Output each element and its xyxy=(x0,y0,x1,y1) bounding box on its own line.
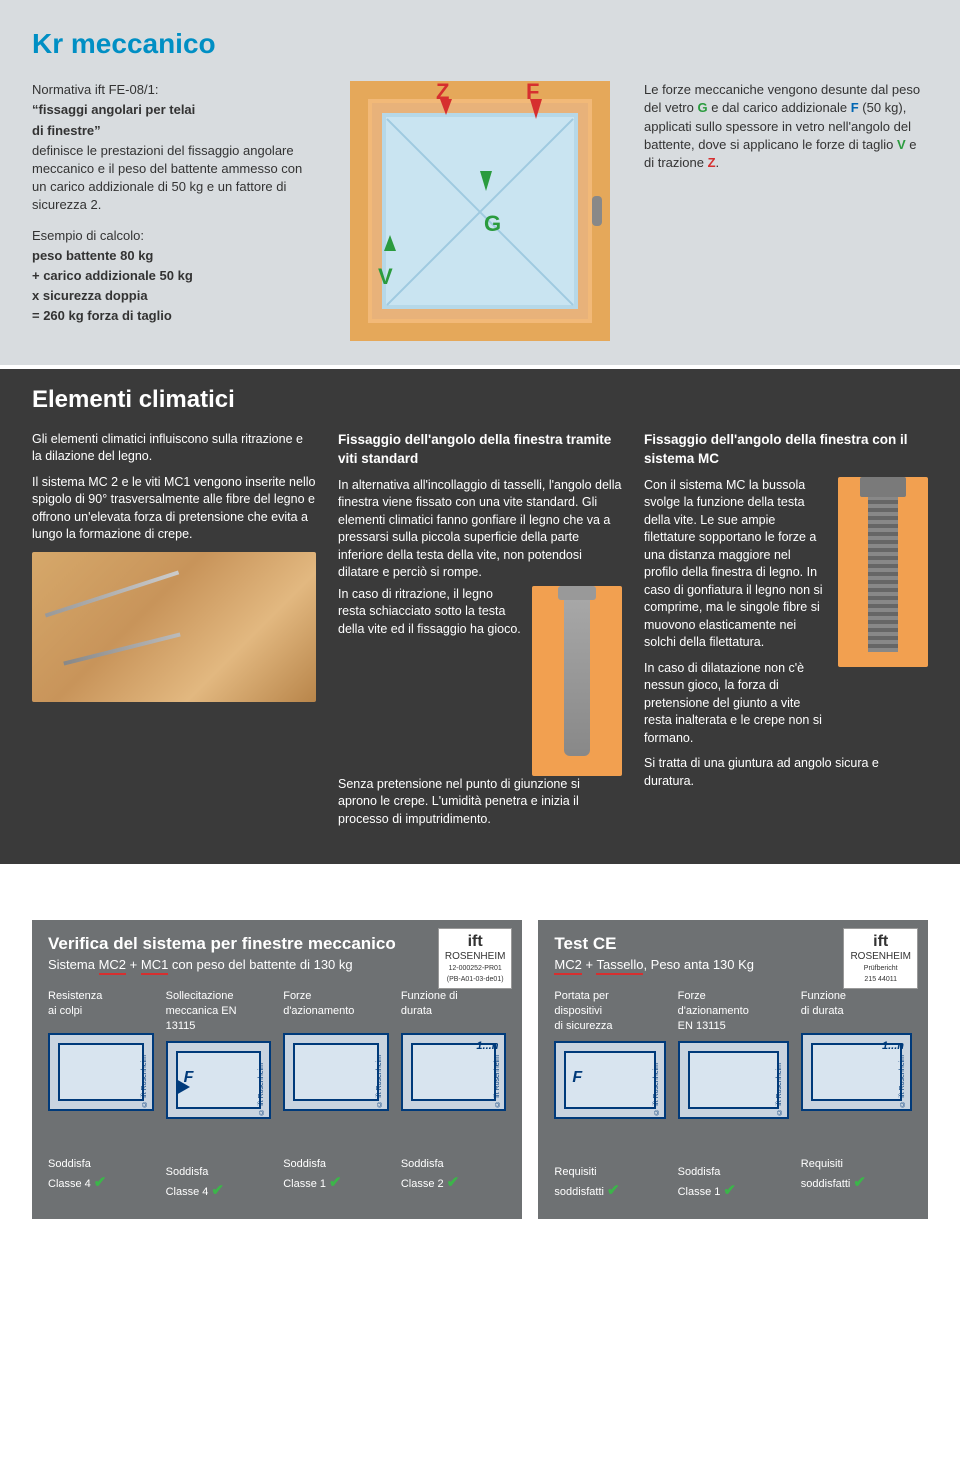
cardA-item-2: Forze d'azionamento © ift Rosenheim Sodd… xyxy=(283,989,389,1202)
kr-norm: Normativa ift FE-08/1: xyxy=(32,81,316,99)
elem-c2p2: In caso di ritrazione, il legno resta sc… xyxy=(338,586,522,639)
elem-c2h: Fissaggio dell'angolo della finestra tra… xyxy=(338,431,622,469)
kr-figure: Z F V G xyxy=(340,81,620,341)
thumb-dur: 1...n© ift Rosenheim xyxy=(401,1033,507,1111)
cardB-cols: Portata per dispositivi di sicurezza F© … xyxy=(554,989,912,1202)
elem-col-1: Gli elementi climatici influiscono sulla… xyxy=(32,431,316,836)
ift-logo: ift ROSENHEIM 12-000252-PR01 (PB-A01-03-… xyxy=(438,928,513,989)
kr-quote-2: di finestre” xyxy=(32,122,316,140)
elem-c1p1: Gli elementi climatici influiscono sulla… xyxy=(32,431,316,466)
cardA-result-3: Soddisfa Classe 2✔ xyxy=(401,1157,507,1193)
elem-col-3: Fissaggio dell'angolo della finestra con… xyxy=(644,431,928,836)
elem-c2p3: Senza pretensione nel punto di giunzione… xyxy=(338,776,622,829)
arrow-f xyxy=(530,99,542,119)
thumb-force: © ift Rosenheim xyxy=(283,1033,389,1111)
check-icon: ✔ xyxy=(329,1174,342,1191)
check-icon: ✔ xyxy=(211,1182,224,1199)
thumb-force-b: © ift Rosenheim xyxy=(678,1041,789,1119)
elem-c3h: Fissaggio dell'angolo della finestra con… xyxy=(644,431,928,469)
kr-example-label: Esempio di calcolo: xyxy=(32,227,316,245)
elem-c2p1-top: In alternativa all'incollaggio di tassel… xyxy=(338,477,622,582)
fig-label-v: V xyxy=(378,262,393,293)
check-icon: ✔ xyxy=(853,1174,866,1191)
cardA-item-3: Funzione di durata 1...n© ift Rosenheim … xyxy=(401,989,507,1202)
kr-quote-1: “fissaggi angolari per telai xyxy=(32,101,316,119)
check-icon: ✔ xyxy=(723,1182,736,1199)
screw-mc-figure xyxy=(838,477,928,667)
check-icon: ✔ xyxy=(607,1182,620,1199)
kr-ex1: peso battente 80 kg xyxy=(32,247,316,265)
thumb-mech: F© ift Rosenheim xyxy=(166,1041,272,1119)
section-test-cards: ift ROSENHEIM 12-000252-PR01 (PB-A01-03-… xyxy=(0,864,960,1251)
cardA-item-0: Resistenza ai colpi © ift Rosenheim Sodd… xyxy=(48,989,154,1202)
screw-standard-figure xyxy=(532,586,622,776)
cardA-result-0: Soddisfa Classe 4✔ xyxy=(48,1157,154,1193)
card-test-ce: ift ROSENHEIM Prüfbericht 215 44011 Test… xyxy=(538,920,928,1219)
ift-logo: ift ROSENHEIM Prüfbericht 215 44011 xyxy=(843,928,918,989)
kr-title: Kr meccanico xyxy=(32,24,928,63)
cardB-result-0: Requisiti soddisfatti✔ xyxy=(554,1165,665,1201)
check-icon: ✔ xyxy=(94,1174,107,1191)
kr-ex2: + carico addizionale 50 kg xyxy=(32,267,316,285)
cardA-item-1: Sollecitazione meccanica EN 13115 F© ift… xyxy=(166,989,272,1202)
kr-right-text: Le forze meccaniche vengono desunte dal … xyxy=(644,81,928,172)
fig-label-g: G xyxy=(484,209,501,240)
section-kr-meccanico: Kr meccanico Normativa ift FE-08/1: “fis… xyxy=(0,0,960,365)
arrow-g xyxy=(480,171,492,191)
thumb-safety: F© ift Rosenheim xyxy=(554,1041,665,1119)
cardA-result-1: Soddisfa Classe 4✔ xyxy=(166,1165,272,1201)
arrow-v xyxy=(384,235,396,251)
kr-left-col: Normativa ift FE-08/1: “fissaggi angolar… xyxy=(32,81,316,341)
section-elementi-climatici: Elementi climatici Gli elementi climatic… xyxy=(0,369,960,864)
elem-c3p1: Con il sistema MC la bussola svolge la f… xyxy=(644,477,828,652)
elem-c1p2: Il sistema MC 2 e le viti MC1 vengono in… xyxy=(32,474,316,544)
card-verifica: ift ROSENHEIM 12-000252-PR01 (PB-A01-03-… xyxy=(32,920,522,1219)
thumb-dur-b: 1...n© ift Rosenheim xyxy=(801,1033,912,1111)
check-icon: ✔ xyxy=(447,1174,460,1191)
elem-c3p2: In caso di dilatazione non c'è nessun gi… xyxy=(644,660,828,748)
cardB-result-1: Soddisfa Classe 1✔ xyxy=(678,1165,789,1201)
cardB-item-1: Forze d'azionamento EN 13115 © ift Rosen… xyxy=(678,989,789,1202)
cardB-result-2: Requisiti soddisfatti✔ xyxy=(801,1157,912,1193)
arrow-z xyxy=(440,99,452,115)
cardB-item-0: Portata per dispositivi di sicurezza F© … xyxy=(554,989,665,1202)
wood-photo xyxy=(32,552,316,702)
cardB-item-2: Funzione di durata 1...n© ift Rosenheim … xyxy=(801,989,912,1202)
kr-para1: definisce le prestazioni del fissaggio a… xyxy=(32,142,316,215)
kr-right-col: Le forze meccaniche vengono desunte dal … xyxy=(644,81,928,341)
elem-col-2: Fissaggio dell'angolo della finestra tra… xyxy=(338,431,622,836)
kr-ex3: x sicurezza doppia xyxy=(32,287,316,305)
kr-ex4: = 260 kg forza di taglio xyxy=(32,307,316,325)
elem-c3p3: Si tratta di una giuntura ad angolo sicu… xyxy=(644,755,928,790)
cardA-result-2: Soddisfa Classe 1✔ xyxy=(283,1157,389,1193)
thumb-impact: © ift Rosenheim xyxy=(48,1033,154,1111)
elem-title: Elementi climatici xyxy=(32,383,928,417)
cardA-cols: Resistenza ai colpi © ift Rosenheim Sodd… xyxy=(48,989,506,1202)
